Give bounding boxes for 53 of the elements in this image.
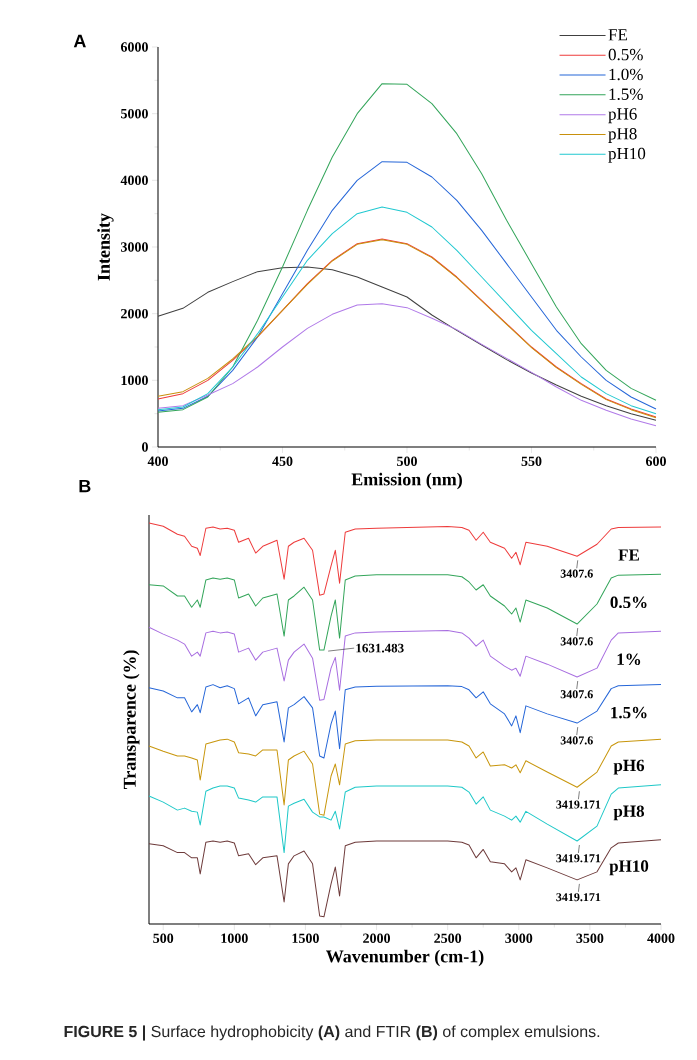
series-label: pH6 [613, 759, 645, 775]
y-tick-label: 1000 [121, 375, 148, 386]
x-tick-label: 2500 [434, 933, 462, 943]
y-axis-title: Transparence (%) [123, 650, 140, 790]
x-tick-label: 500 [153, 933, 174, 943]
series-label: 0.5% [610, 596, 647, 609]
chart-title: A [73, 34, 86, 48]
series-label: pH8 [613, 805, 645, 821]
annotation: 3419.171 [556, 854, 601, 863]
legend-label: pH6 [608, 108, 637, 124]
x-axis-title: Wavenumber (cm-1) [326, 949, 484, 967]
series-label: pH10 [609, 860, 649, 876]
x-tick-label: 4000 [647, 933, 675, 943]
x-tick-label: 400 [147, 456, 168, 466]
y-tick-label: 4000 [120, 175, 148, 186]
annotation: 3407.6 [560, 736, 593, 745]
text: FIGURE 5 | Surface hydrophobicity (A) and FTIR (B) of complex emulsions. [64, 1025, 600, 1041]
legend-label: 1.5% [609, 88, 643, 100]
annotation: 3419.171 [556, 893, 601, 902]
legend-label: FE [608, 29, 628, 41]
annotation: 3407.6 [560, 569, 593, 578]
line-series [157, 303, 657, 427]
legend-label: 1.0% [609, 68, 643, 81]
line-series [157, 83, 657, 413]
x-axis-title: Emission (nm) [351, 472, 462, 490]
y-tick-label: 5000 [121, 108, 148, 119]
series-label: 1.5% [611, 706, 647, 719]
legend-label: pH8 [608, 128, 637, 143]
legend-label: 0.5% [608, 48, 643, 61]
x-tick-label: 500 [397, 456, 417, 466]
series-label: FE [618, 549, 639, 561]
x-tick-label: 450 [272, 456, 293, 466]
line-series [157, 266, 657, 421]
annotation: 1631.483 [356, 643, 404, 653]
legend-label: pH10 [608, 147, 646, 163]
y-tick-label: 6000 [120, 42, 148, 52]
annotation: 3407.6 [560, 637, 593, 646]
y-tick-label: 2000 [121, 308, 148, 319]
x-tick-label: 3500 [576, 933, 604, 943]
y-axis-title: Intensity [97, 213, 114, 281]
x-tick-label: 1500 [292, 933, 319, 943]
y-tick-label: 3000 [121, 242, 148, 252]
x-tick-label: 1000 [221, 933, 248, 943]
annotation: 3407.6 [560, 690, 593, 699]
x-tick-label: 600 [645, 456, 666, 466]
line-series [157, 161, 657, 412]
y-tick-label: 0 [142, 442, 148, 452]
x-tick-label: 550 [521, 456, 542, 466]
chart-title: B [79, 479, 91, 493]
annotation: 3419.171 [556, 800, 601, 809]
series-label: 1% [617, 653, 641, 666]
x-tick-label: 3000 [505, 933, 533, 943]
x-tick-label: 2000 [363, 933, 391, 943]
